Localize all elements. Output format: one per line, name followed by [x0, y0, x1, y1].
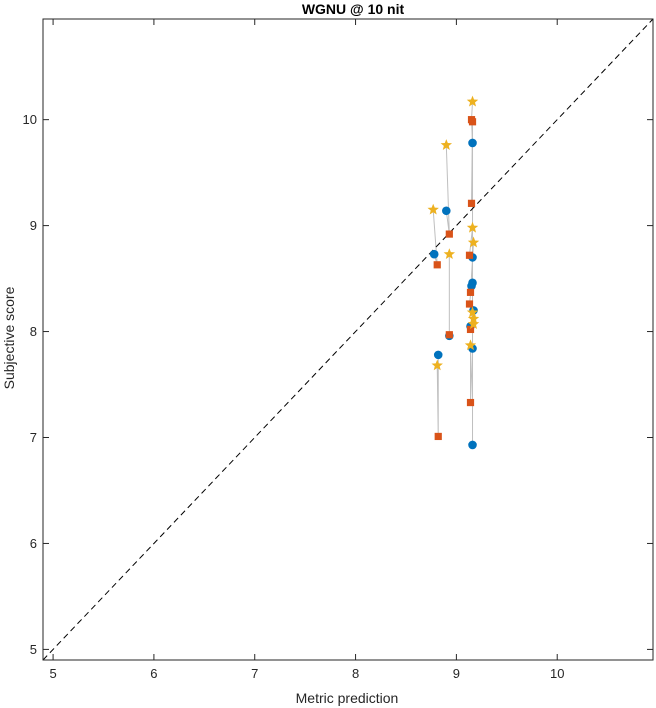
- connector-lines: [432, 101, 475, 445]
- data-point-square: [434, 432, 442, 441]
- data-point-square: [468, 118, 477, 126]
- y-tick-label: 6: [30, 536, 37, 551]
- data-point-star: [443, 248, 456, 260]
- data-point-square: [467, 199, 476, 207]
- plot-area-frame: [42, 18, 654, 661]
- reference-line: [43, 19, 653, 660]
- data-point-square: [465, 300, 474, 308]
- x-tick-label: 10: [550, 666, 564, 681]
- data-point-star: [467, 236, 480, 248]
- chart-title: WGNU @ 10 nit: [302, 1, 405, 17]
- data-point-star: [464, 339, 477, 351]
- y-axis-label: Subjective score: [1, 286, 17, 389]
- x-tick-label: 6: [150, 666, 157, 681]
- data-point-star: [467, 318, 480, 329]
- x-tick-label: 8: [352, 666, 359, 681]
- x-axis-ticks: 5 6 7 8 9 10: [49, 19, 564, 681]
- x-tick-label: 9: [453, 666, 460, 681]
- y-tick-label: 5: [30, 642, 37, 657]
- data-point-star: [440, 139, 453, 150]
- reference-line-layer: [43, 19, 653, 660]
- data-point-circle: [467, 281, 476, 291]
- data-point-square: [466, 398, 475, 407]
- data-point-circle: [429, 249, 439, 259]
- data-point-star: [427, 203, 439, 215]
- y-tick-label: 7: [30, 430, 37, 445]
- data-point-star: [466, 221, 479, 233]
- data-point-square: [445, 331, 453, 339]
- data-point-square: [466, 288, 475, 296]
- data-point-square: [465, 251, 474, 259]
- x-tick-label: 5: [49, 666, 56, 681]
- x-tick-label: 7: [251, 666, 258, 681]
- x-axis-label: Metric prediction: [296, 690, 399, 706]
- data-point-square: [466, 325, 475, 334]
- data-point-square: [433, 261, 441, 269]
- data-point-star: [466, 95, 479, 107]
- data-point-star: [431, 359, 443, 371]
- data-markers: [427, 95, 480, 450]
- data-point-circle: [468, 138, 477, 148]
- data-point-square: [445, 230, 453, 238]
- data-point-circle: [468, 440, 477, 450]
- data-point-star: [466, 306, 479, 318]
- y-tick-label: 8: [30, 324, 37, 339]
- y-tick-label: 10: [23, 112, 37, 127]
- y-axis-ticks: 5 6 7 8 9 10: [23, 112, 653, 657]
- data-point-circle: [433, 350, 443, 360]
- y-tick-label: 9: [30, 218, 37, 233]
- data-point-circle: [442, 206, 451, 216]
- connector-line: [445, 145, 450, 235]
